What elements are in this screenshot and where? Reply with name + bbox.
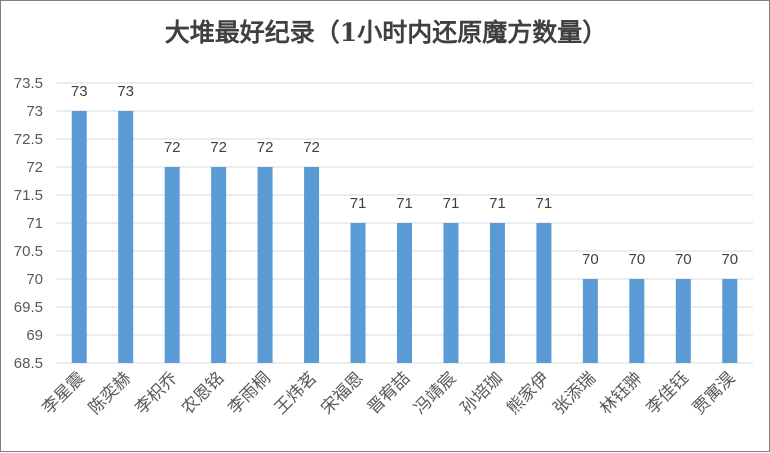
data-label: 71 <box>536 195 553 212</box>
data-label: 73 <box>71 83 88 100</box>
data-label: 71 <box>350 195 367 212</box>
data-label: 70 <box>675 251 692 268</box>
bar <box>304 167 320 363</box>
x-tick-label: 李枳乔 <box>131 368 180 417</box>
bar <box>675 279 691 363</box>
y-tick-label: 69 <box>26 327 43 344</box>
data-label: 72 <box>210 139 227 156</box>
bar <box>71 111 87 363</box>
x-tick-label: 林钰翀 <box>596 368 645 417</box>
bar <box>443 223 459 363</box>
bar <box>164 167 180 363</box>
bar <box>722 279 738 363</box>
x-tick-label: 宋福恩 <box>317 368 366 417</box>
bar <box>257 167 273 363</box>
bar <box>489 223 505 363</box>
data-label: 71 <box>443 195 460 212</box>
y-tick-label: 73.5 <box>14 75 43 92</box>
bar <box>582 279 598 363</box>
y-tick-label: 71 <box>26 215 43 232</box>
bar <box>118 111 134 363</box>
x-tick-label: 晋宥喆 <box>364 368 413 417</box>
x-tick-label: 贾寓淏 <box>689 368 738 417</box>
data-label: 72 <box>257 139 274 156</box>
x-tick-label: 李佳钰 <box>643 368 692 417</box>
data-label: 70 <box>721 251 738 268</box>
bar <box>629 279 645 363</box>
y-tick-label: 70.5 <box>14 243 43 260</box>
y-tick-label: 72 <box>26 159 43 176</box>
y-tick-label: 70 <box>26 271 43 288</box>
bar <box>211 167 227 363</box>
y-tick-label: 68.5 <box>14 355 43 372</box>
data-label: 72 <box>303 139 320 156</box>
bar <box>397 223 412 363</box>
data-label: 71 <box>489 195 506 212</box>
y-tick-label: 71.5 <box>14 187 43 204</box>
bar <box>350 223 366 363</box>
x-tick-label: 李星震 <box>39 368 88 417</box>
y-tick-label: 73 <box>26 103 43 120</box>
y-tick-label: 69.5 <box>14 299 43 316</box>
chart-title: 大堆最好纪录（1小时内还原魔方数量） <box>164 18 608 47</box>
x-tick-label: 熊家伊 <box>503 368 552 417</box>
data-label: 71 <box>396 195 413 212</box>
data-label: 70 <box>582 251 599 268</box>
x-tick-label: 张添瑞 <box>550 368 599 417</box>
data-label: 72 <box>164 139 181 156</box>
data-label: 70 <box>628 251 645 268</box>
x-tick-label: 农恩铭 <box>178 368 227 417</box>
y-tick-label: 72.5 <box>14 131 43 148</box>
x-tick-label: 陈奕赫 <box>85 368 134 417</box>
x-tick-label: 冯靖宸 <box>410 368 459 417</box>
x-tick-label: 孙培珈 <box>457 368 506 417</box>
x-tick-label: 王炜茗 <box>271 368 320 417</box>
data-label: 73 <box>117 83 134 100</box>
x-tick-label: 李雨桐 <box>224 368 273 417</box>
bar <box>536 223 552 363</box>
